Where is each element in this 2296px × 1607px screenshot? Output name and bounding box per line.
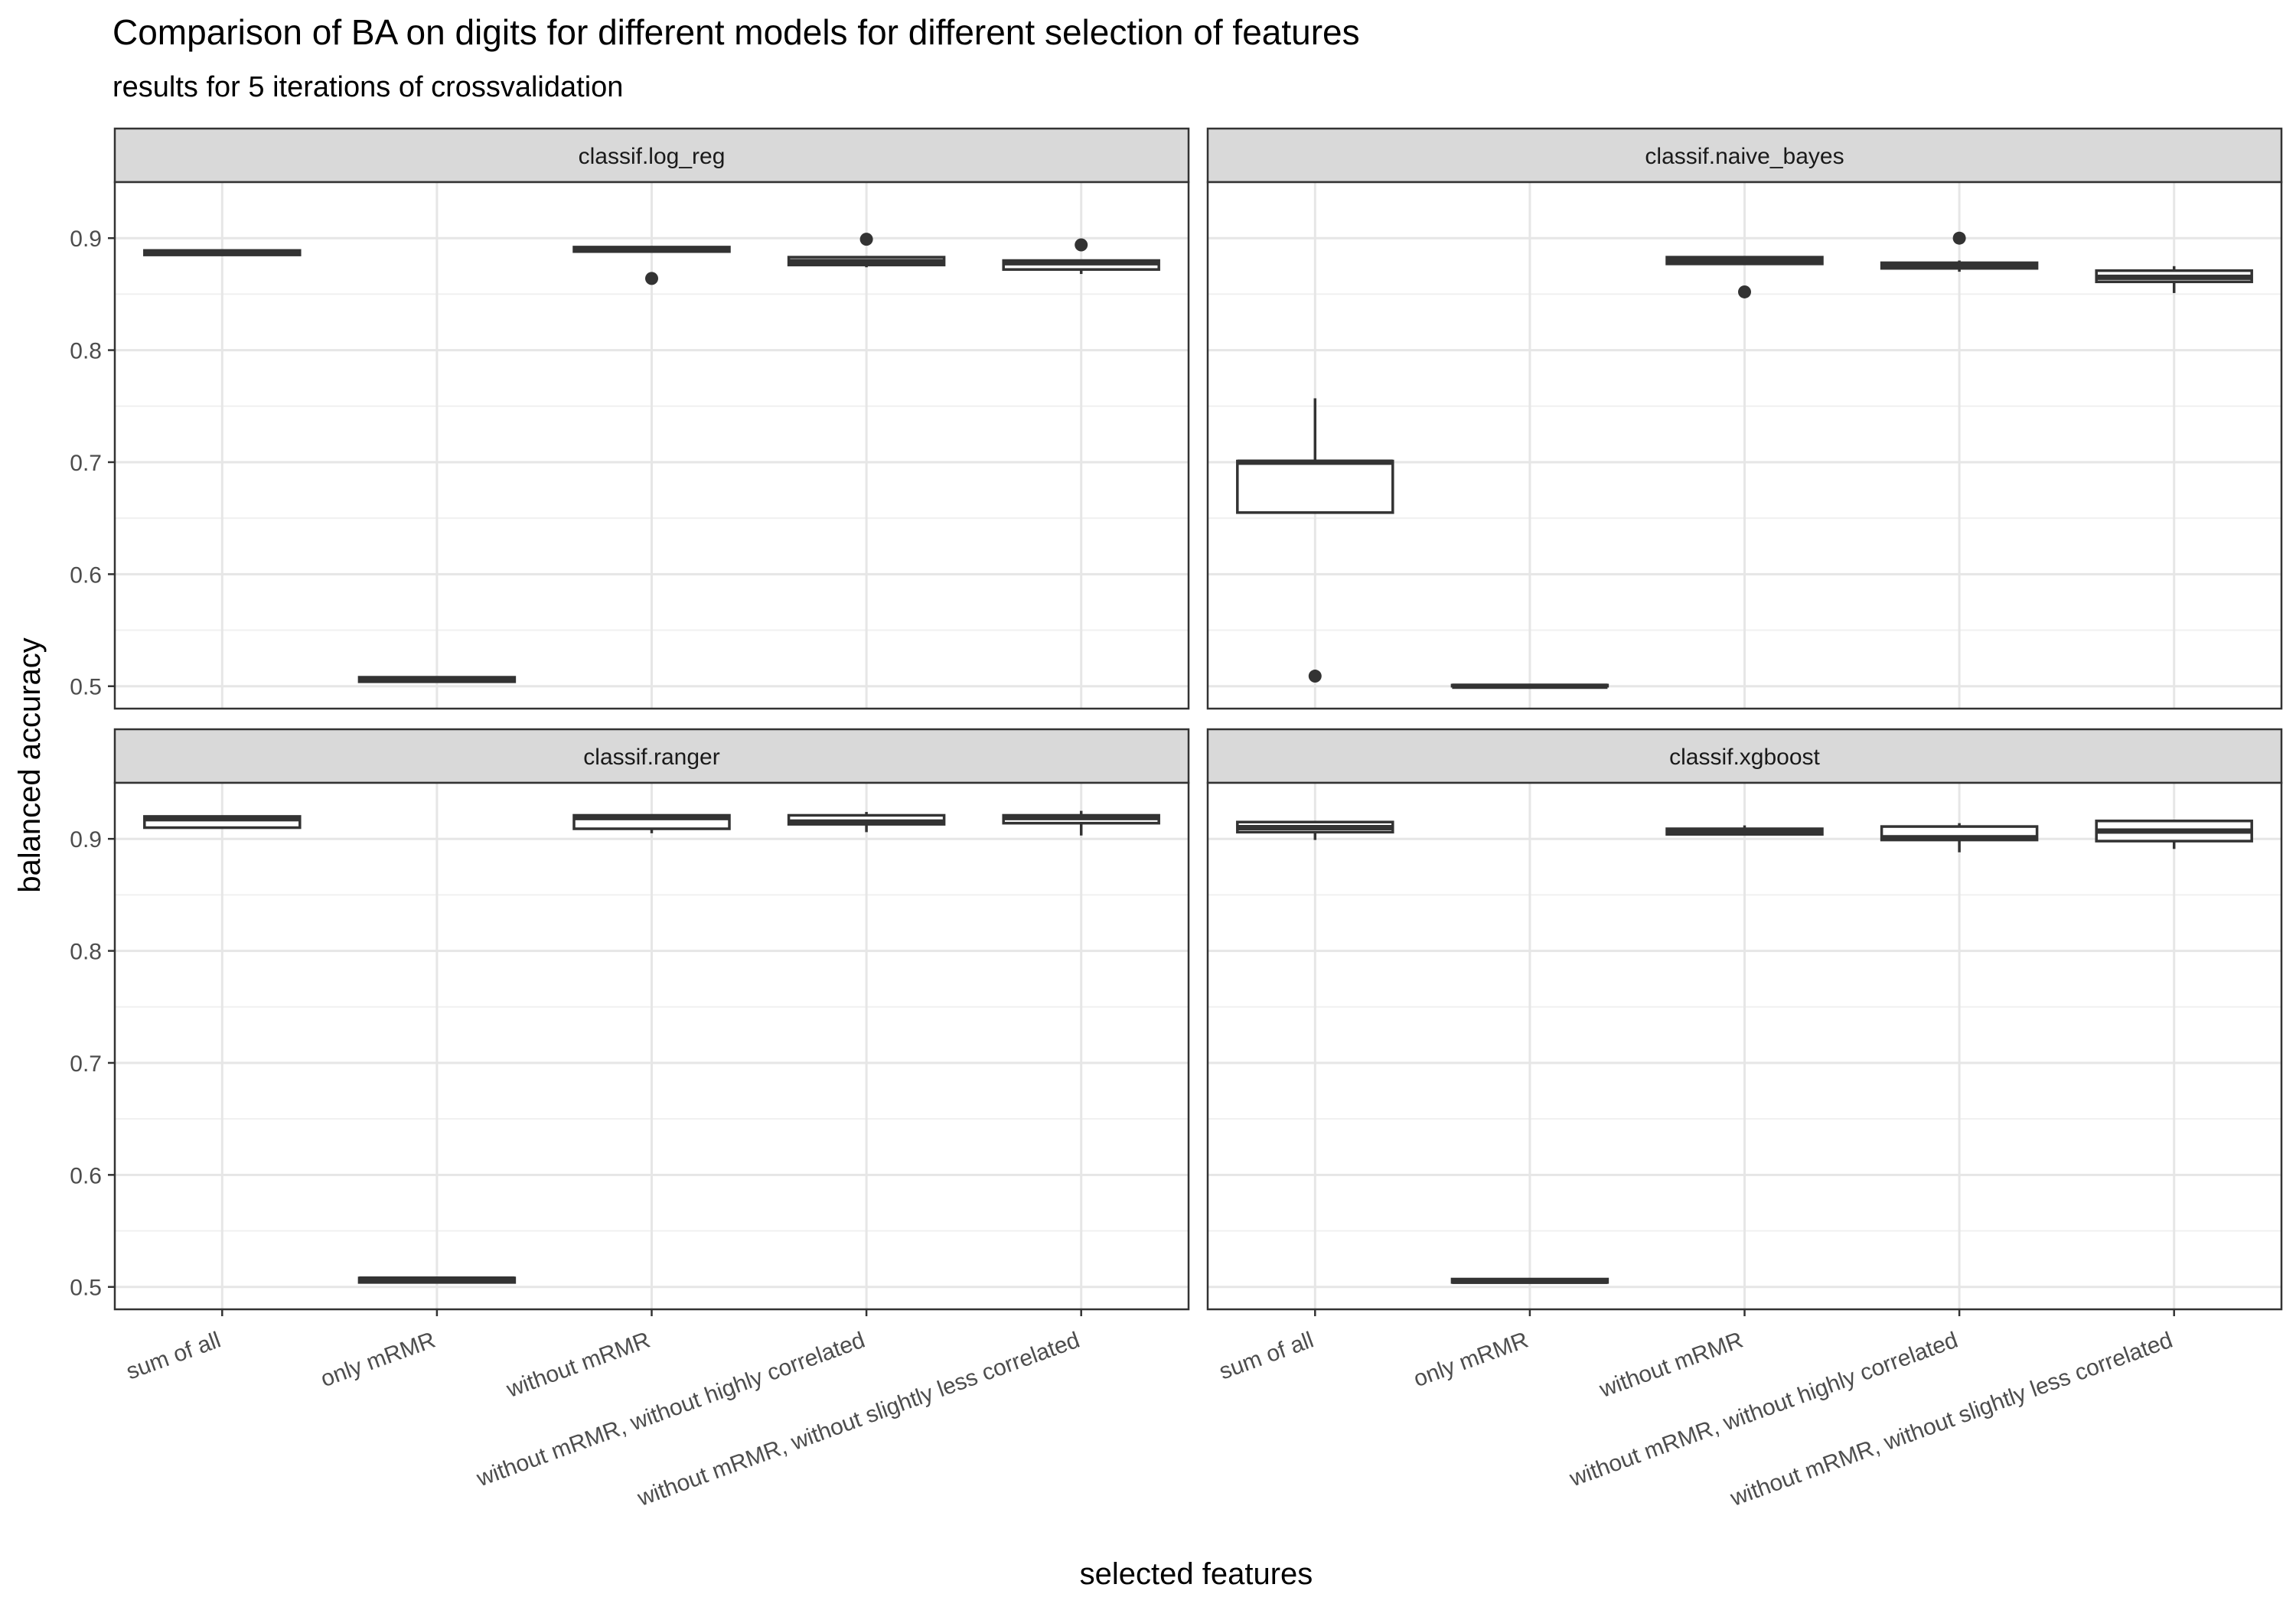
facet-panels: classif.log_reg 0.5 0.6 0.7 0.8 0.9 classif.na…	[70, 127, 2283, 1511]
x-axis-label: selected features	[1080, 1557, 1313, 1591]
box-without-mrmr-without-slightly-less-correlated	[1002, 810, 1160, 836]
outlier-point	[1952, 231, 1966, 245]
panel-border	[1206, 181, 2283, 710]
outlier-point	[645, 272, 658, 285]
box-without-mrmr-without-highly-correlated	[787, 233, 946, 268]
box-without-mrmr	[572, 246, 731, 285]
panel-classif-naive-bayes: classif.naive_bayes	[1206, 127, 2283, 710]
chart-title: Comparison of BA on digits for different…	[113, 12, 1360, 52]
box-only-mrmr	[357, 676, 517, 683]
y-tick-label: 0.7	[70, 1051, 102, 1077]
box	[1236, 459, 1394, 514]
y-tick-label: 0.6	[70, 1163, 102, 1188]
box-only-mrmr	[357, 1276, 517, 1284]
outlier-point	[1738, 285, 1751, 298]
y-tick-label: 0.9	[70, 827, 102, 852]
facet-strip	[113, 728, 1190, 784]
box-sum-of-all	[1236, 398, 1394, 683]
y-axis-label: balanced accuracy	[13, 637, 47, 893]
box-sum-of-all	[143, 249, 302, 256]
box-without-mrmr	[1665, 825, 1824, 836]
chart-subtitle: results for 5 iterations of crossvalidat…	[113, 71, 623, 103]
box-only-mrmr	[1450, 683, 1609, 689]
facet-strip-label: classif.log_reg	[579, 144, 726, 169]
facet-strip	[113, 127, 1190, 184]
y-tick-label: 0.6	[70, 562, 102, 588]
outlier-point	[859, 233, 873, 246]
y-tick-label: 0.7	[70, 451, 102, 476]
box-sum-of-all	[1236, 820, 1394, 840]
facet-strip-label: classif.naive_bayes	[1645, 144, 1844, 169]
y-tick-label: 0.9	[70, 227, 102, 252]
outlier-point	[1308, 670, 1322, 683]
y-tick-label: 0.8	[70, 339, 102, 364]
panel-classif-log-reg: classif.log_reg 0.5 0.6 0.7 0.8 0.9	[70, 127, 1190, 710]
y-tick-label: 0.5	[70, 675, 102, 700]
box-without-mrmr-without-highly-correlated	[1880, 823, 2039, 852]
facet-strip-label: classif.ranger	[583, 745, 719, 770]
box-without-mrmr-without-slightly-less-correlated	[2095, 266, 2253, 293]
box-sum-of-all	[143, 815, 302, 830]
box-without-mrmr	[1665, 256, 1824, 298]
facet-strip	[1206, 127, 2283, 184]
box-without-mrmr-without-highly-correlated	[1880, 231, 2039, 272]
y-tick-label: 0.5	[70, 1276, 102, 1301]
box-without-mrmr-without-highly-correlated	[787, 812, 946, 833]
box-without-mrmr-without-slightly-less-correlated	[2095, 820, 2253, 849]
y-tick-label: 0.8	[70, 940, 102, 965]
box-without-mrmr	[572, 813, 731, 833]
box-only-mrmr	[1450, 1277, 1609, 1284]
facet-strip-label: classif.xgboost	[1669, 745, 1820, 770]
panel-border	[113, 181, 1190, 710]
box-without-mrmr-without-slightly-less-correlated	[1002, 238, 1160, 275]
outlier-point	[1075, 238, 1088, 252]
